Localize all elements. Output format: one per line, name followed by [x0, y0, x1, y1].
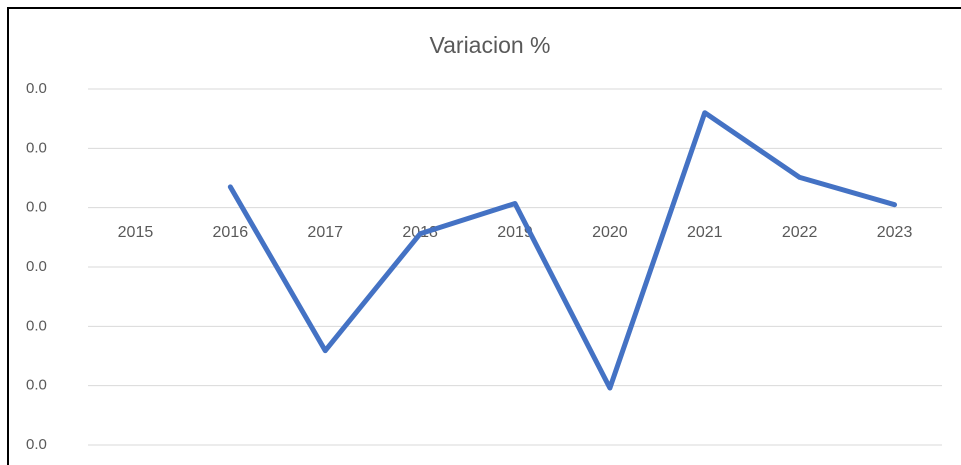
- x-tick-label: 2023: [877, 224, 913, 241]
- chart-frame: [7, 7, 961, 465]
- y-tick-label: 0.0: [26, 377, 47, 394]
- x-tick-label: 2020: [592, 224, 628, 241]
- line-series: [227, 110, 898, 391]
- y-tick-label: 0.0: [26, 199, 47, 216]
- y-tick-label: 0.0: [26, 139, 47, 156]
- x-tick-label: 2017: [307, 224, 343, 241]
- chart-title: Variacion %: [429, 32, 550, 58]
- x-tick-label: 2019: [497, 224, 533, 241]
- y-tick-label: 0.0: [26, 80, 47, 97]
- x-tick-label: 2016: [213, 224, 249, 241]
- y-tick-label: 0.0: [26, 317, 47, 334]
- y-tick-label: 0.0: [26, 258, 47, 275]
- x-tick-label: 2015: [118, 224, 154, 241]
- y-tick-label: 0.0: [26, 436, 47, 453]
- x-tick-label: 2022: [782, 224, 818, 241]
- x-tick-label: 2021: [687, 224, 723, 241]
